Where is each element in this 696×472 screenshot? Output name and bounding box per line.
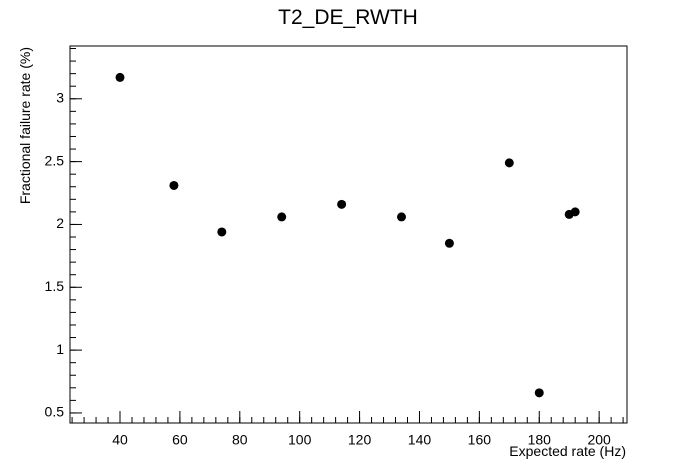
x-axis-title: Expected rate (Hz) — [509, 443, 626, 459]
x-tick-label: 140 — [408, 432, 432, 448]
plot-frame — [69, 45, 628, 424]
data-point — [217, 227, 227, 237]
chart-title: T2_DE_RWTH — [278, 6, 418, 29]
x-tick-label: 200 — [587, 432, 611, 448]
data-point — [115, 72, 125, 82]
x-tick-label: 80 — [232, 432, 248, 448]
y-tick-label: 2 — [56, 215, 64, 231]
x-tick-label: 40 — [112, 432, 128, 448]
data-point — [397, 212, 407, 222]
x-tick-label: 120 — [348, 432, 372, 448]
data-point — [337, 199, 347, 209]
data-point — [570, 207, 580, 217]
y-axis-title: Fractional failure rate (%) — [17, 47, 33, 204]
x-tick-label: 180 — [528, 432, 552, 448]
data-point — [444, 238, 454, 248]
y-tick-label: 1 — [56, 341, 64, 357]
data-point — [169, 180, 179, 190]
x-tick-label: 100 — [288, 432, 312, 448]
data-point — [504, 158, 514, 168]
data-point — [277, 212, 287, 222]
y-tick-label: 2.5 — [45, 152, 65, 168]
x-tick-label: 60 — [172, 432, 188, 448]
y-tick-label: 1.5 — [45, 278, 65, 294]
y-tick-label: 0.5 — [45, 404, 65, 420]
x-tick-label: 160 — [468, 432, 492, 448]
y-tick-label: 3 — [56, 89, 64, 105]
data-point — [534, 388, 544, 398]
